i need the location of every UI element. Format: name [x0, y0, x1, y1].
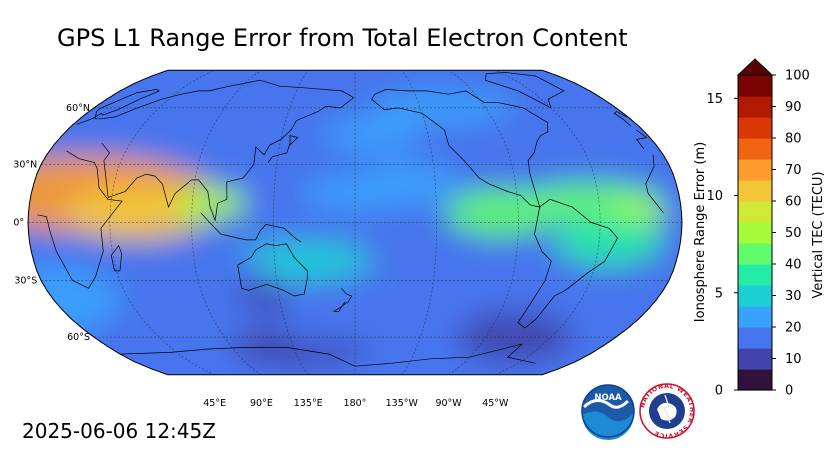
latitude-label: 30°S	[14, 276, 37, 287]
colorbar-left-axis-label: Ionosphere Range Error (m)	[693, 142, 708, 322]
colorbar-extend-arrow	[736, 58, 774, 76]
noaa-logo: NOAA	[581, 384, 635, 441]
colorbar-swatch	[738, 138, 772, 160]
nws-logo: NATIONAL WEATHER SERVICE	[639, 383, 695, 439]
chart-title: GPS L1 Range Error from Total Electron C…	[57, 24, 628, 52]
colorbar-tick-label: 30	[785, 289, 802, 304]
colorbar-swatch	[738, 348, 772, 370]
colorbar-tick-label: 10	[785, 352, 802, 367]
colorbar-tick-label: 20	[785, 321, 802, 336]
colorbar-swatch	[738, 285, 772, 307]
longitude-label: 90°E	[250, 398, 273, 409]
colorbar-swatch	[738, 369, 772, 391]
longitude-labels: 45°E 90°E 135°E 180° 135°W 90°W 45°W	[203, 398, 509, 409]
latitude-labels: 60°N 30°N 0° 30°S 60°S	[13, 103, 90, 343]
latitude-label: 30°N	[13, 159, 37, 170]
colorbar-tick-label: 100	[785, 69, 810, 84]
colorbar-swatch	[738, 180, 772, 202]
timestamp: 2025-06-06 12:45Z	[22, 419, 216, 443]
colorbar-left-ticks: 0 5 10 15	[706, 92, 738, 399]
colorbar-tick-label: 90	[785, 100, 802, 115]
latitude-label: 60°S	[67, 332, 90, 343]
colorbar-swatch	[738, 117, 772, 139]
longitude-label: 45°E	[203, 398, 226, 409]
colorbar-tick-label: 70	[785, 163, 802, 178]
colorbar-tick-label: 0	[715, 384, 723, 399]
colorbar-tick-label: 5	[715, 286, 723, 301]
colorbar-tick-label: 80	[785, 132, 802, 147]
noaa-logo-text: NOAA	[594, 393, 622, 403]
longitude-label: 135°E	[294, 398, 323, 409]
longitude-label: 45°W	[482, 398, 509, 409]
colorbar-right-ticks: 0 10 20 30 40 50 60 70 80 90 100	[772, 69, 810, 399]
colorbar-swatch	[738, 75, 772, 97]
colorbar-tick-label: 40	[785, 258, 802, 273]
colorbar-swatch	[738, 264, 772, 286]
longitude-label: 135°W	[386, 398, 419, 409]
colorbar-tick-label: 50	[785, 226, 802, 241]
colorbar-swatch	[738, 222, 772, 244]
globe-outline	[27, 69, 683, 376]
colorbar-swatch	[738, 306, 772, 328]
colorbar-tick-label: 15	[706, 92, 723, 107]
longitude-label: 180°	[344, 398, 367, 409]
colorbar: 0 10 20 30 40 50 60 70 80 90 100 0 5 10 15 Vertical T…	[693, 58, 826, 399]
colorbar-swatch	[738, 201, 772, 223]
coastlines	[37, 72, 664, 367]
colorbar-swatch	[738, 159, 772, 181]
latitude-label: 0°	[13, 218, 24, 229]
colorbar-tick-label: 0	[785, 384, 793, 399]
colorbar-tick-label: 10	[706, 189, 723, 204]
colorbar-swatch	[738, 96, 772, 118]
gridlines	[28, 70, 682, 375]
colorbar-right-axis-label: Vertical TEC (TECU)	[811, 171, 826, 298]
colorbar-tick-label: 60	[785, 195, 802, 210]
colorbar-swatch	[738, 327, 772, 349]
colorbar-swatch	[738, 243, 772, 265]
latitude-label: 60°N	[66, 103, 90, 114]
longitude-label: 90°W	[435, 398, 462, 409]
